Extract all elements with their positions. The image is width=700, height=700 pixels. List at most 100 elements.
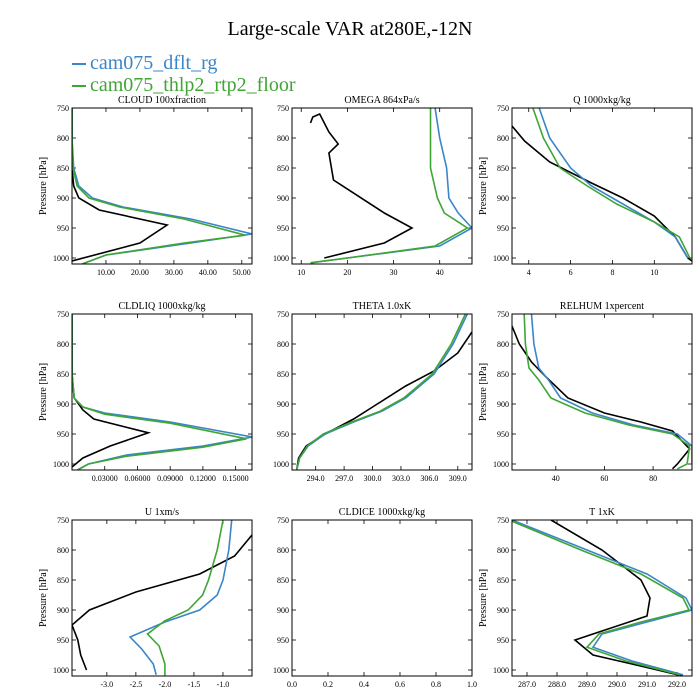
legend-label-dflt: cam075_dflt_rg [90, 52, 218, 74]
panel-title: CLOUD 100xfraction [118, 95, 206, 106]
panel-title: THETA 1.0xK [353, 301, 412, 312]
y-tick-label: 800 [497, 134, 509, 143]
y-axis-label: Pressure [hPa] [478, 569, 489, 627]
panel-title: OMEGA 864xPa/s [344, 95, 419, 106]
y-tick-label: 900 [57, 400, 69, 409]
panel-title: Q 1000xkg/kg [573, 95, 631, 106]
x-tick-label: 40 [552, 474, 560, 483]
y-tick-label: 800 [497, 340, 509, 349]
x-tick-label: 1.0 [467, 680, 477, 689]
y-tick-label: 1000 [53, 254, 69, 263]
series-line-obs [309, 112, 414, 259]
x-tick-label: 292.0 [668, 680, 686, 689]
panel-frame [291, 519, 473, 677]
x-tick-label: 0.15000 [223, 474, 249, 483]
legend-swatch-floor [72, 85, 86, 88]
panel-title: U 1xm/s [145, 507, 179, 518]
y-tick-label: 1000 [493, 254, 509, 263]
series-line-floor [146, 520, 224, 675]
y-tick-label: 850 [57, 164, 69, 173]
y-tick-label: 850 [497, 164, 509, 173]
x-tick-label: 50.00 [233, 268, 251, 277]
y-tick-label: 900 [497, 606, 509, 615]
legend-entry-dflt: cam075_dflt_rg [72, 52, 217, 74]
y-tick-label: 850 [497, 370, 509, 379]
x-tick-label: 0.4 [359, 680, 369, 689]
y-tick-label: 850 [57, 370, 69, 379]
panel-frame [511, 107, 693, 265]
x-tick-label: 289.0 [578, 680, 596, 689]
x-tick-label: 4 [527, 268, 531, 277]
y-tick-label: 800 [277, 134, 289, 143]
y-tick-label: 950 [277, 636, 289, 645]
x-tick-label: 10 [650, 268, 658, 277]
series-line-dflt [72, 108, 252, 264]
x-tick-label: 0.06000 [124, 474, 150, 483]
series-line-floor [310, 108, 469, 264]
x-tick-label: 80 [649, 474, 657, 483]
x-tick-label: 309.0 [449, 474, 467, 483]
series-line-obs [72, 108, 170, 262]
x-tick-label: -3.0 [101, 680, 114, 689]
x-tick-label: 6 [569, 268, 573, 277]
y-tick-label: 900 [497, 194, 509, 203]
panel-4: CLDLIQ 1000xkg/kg Pressure [hPa] 750 800 850… [38, 301, 253, 483]
x-tick-label: 40.00 [199, 268, 217, 277]
y-tick-label: 1000 [493, 666, 509, 675]
y-tick-label: 850 [277, 370, 289, 379]
y-tick-label: 950 [497, 224, 509, 233]
y-tick-label: 1000 [493, 460, 509, 469]
y-tick-label: 850 [57, 576, 69, 585]
x-tick-label: 290.0 [608, 680, 626, 689]
x-tick-label: 0.09000 [157, 474, 183, 483]
x-tick-label: 300.0 [364, 474, 382, 483]
y-tick-label: 1000 [273, 460, 289, 469]
series-line-dflt [538, 108, 689, 259]
x-tick-label: 288.0 [548, 680, 566, 689]
y-axis-label: Pressure [hPa] [38, 569, 49, 627]
panel-frame [291, 313, 473, 471]
x-tick-label: 20.00 [131, 268, 149, 277]
series-line-floor [72, 108, 246, 264]
x-tick-label: 0.8 [431, 680, 441, 689]
y-tick-label: 950 [497, 430, 509, 439]
panel-8: CLDICE 1000xkg/kg 750 800 850 900 950 1000 0.0 0… [273, 507, 477, 689]
y-tick-label: 1000 [53, 460, 69, 469]
panel-9: T 1xK Pressure [hPa] 750 800 850 900 950 1000 28… [478, 507, 693, 689]
series-line-obs [550, 520, 684, 676]
y-tick-label: 800 [277, 546, 289, 555]
series-line-dflt [128, 520, 233, 676]
series-line-floor [295, 314, 467, 470]
panel-2: OMEGA 864xPa/s 750 800 850 900 950 1000 10 20 30 4… [273, 95, 473, 277]
series-line-floor [512, 520, 691, 676]
series-line-floor [523, 314, 691, 470]
x-tick-label: 30.00 [165, 268, 183, 277]
x-tick-label: -1.5 [188, 680, 201, 689]
x-tick-label: 10.00 [97, 268, 115, 277]
x-tick-label: -2.5 [130, 680, 143, 689]
x-tick-label: 0.0 [287, 680, 297, 689]
panel-title: T 1xK [589, 507, 615, 518]
x-tick-label: 0.2 [323, 680, 333, 689]
legend-entry-floor: cam075_thlp2_rtp2_floor [72, 74, 296, 96]
y-tick-label: 1000 [273, 666, 289, 675]
y-tick-label: 750 [497, 516, 509, 525]
series-line-dflt [530, 314, 692, 464]
x-tick-label: 10 [297, 268, 305, 277]
y-tick-label: 750 [57, 516, 69, 525]
panel-frame [71, 107, 253, 265]
legend-swatch-dflt [72, 63, 86, 66]
y-tick-label: 800 [57, 546, 69, 555]
x-tick-label: 30 [390, 268, 398, 277]
y-tick-label: 950 [57, 636, 69, 645]
series-line-obs [512, 325, 691, 470]
series-line-obs [72, 534, 252, 671]
x-tick-label: 306.0 [420, 474, 438, 483]
x-tick-label: 291.0 [638, 680, 656, 689]
panel-title: RELHUM 1xpercent [560, 301, 644, 312]
x-tick-label: 40 [436, 268, 444, 277]
x-tick-label: -2.0 [159, 680, 172, 689]
y-tick-label: 900 [497, 400, 509, 409]
panel-frame [71, 313, 253, 471]
